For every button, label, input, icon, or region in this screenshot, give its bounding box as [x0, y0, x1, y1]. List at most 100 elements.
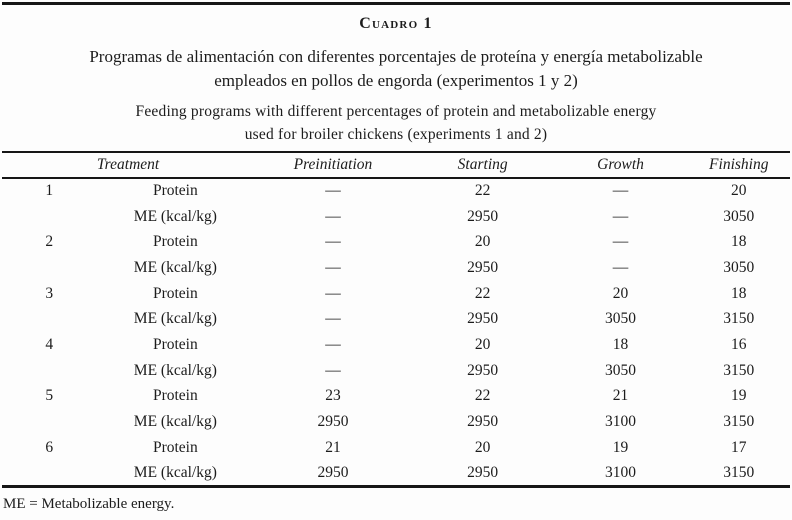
cell-finishing: 20 [731, 182, 747, 200]
cell-starting: 20 [474, 335, 491, 353]
cell-growth: 18 [612, 335, 629, 353]
table-row: 6 Protein 21 20 19 17 [2, 435, 790, 461]
cell-finishing: 18 [731, 233, 747, 251]
cell-preinitiation: — [325, 335, 341, 353]
cell-starting: 22 [474, 387, 491, 405]
cell-preinitiation: 2950 [317, 463, 349, 481]
cell-growth: 21 [612, 387, 629, 405]
table-row: ME (kcal/kg) — 2950 3050 3150 [2, 358, 790, 384]
cell-parameter-label: Protein [152, 233, 198, 251]
cell-starting: 2950 [467, 413, 499, 431]
cell-finishing: 3050 [723, 207, 755, 225]
cell-growth: — [612, 233, 629, 251]
cell-finishing: 19 [731, 387, 747, 405]
cell-parameter-label: Protein [152, 335, 198, 353]
cell-preinitiation: — [325, 182, 341, 200]
table-row: 3 Protein — 22 20 18 [2, 281, 790, 307]
column-header-finishing: Finishing [709, 156, 769, 173]
header-row: Treatment Preinitiation Starting Growth … [2, 152, 790, 178]
cell-treatment-number: 4 [45, 335, 54, 353]
cell-parameter-label: Protein [152, 387, 198, 405]
cell-finishing: 3150 [723, 310, 755, 328]
cell-finishing: 3150 [723, 413, 755, 431]
cell-growth: 19 [612, 438, 629, 456]
cell-starting: 2950 [467, 361, 499, 379]
cell-preinitiation: 2950 [317, 413, 349, 431]
cell-preinitiation: — [325, 284, 341, 302]
cell-starting: 2950 [467, 258, 499, 276]
title-english: Feeding programs with different percenta… [2, 100, 790, 146]
cell-preinitiation: 21 [325, 438, 341, 456]
cell-parameter-label: Protein [152, 438, 198, 456]
page-top-rule [2, 2, 790, 5]
cell-growth: 3100 [605, 463, 637, 481]
cell-parameter-label: ME (kcal/kg) [133, 258, 217, 276]
table-caption-label: Cuadro 1 [359, 15, 433, 32]
cell-preinitiation: — [325, 207, 341, 225]
cell-starting: 2950 [467, 310, 499, 328]
table-row: ME (kcal/kg) — 2950 — 3050 [2, 255, 790, 281]
table-row: 4 Protein — 20 18 16 [2, 332, 790, 358]
table-row: 5 Protein 23 22 21 19 [2, 384, 790, 410]
cell-parameter-label: Protein [152, 182, 198, 200]
column-header-starting: Starting [457, 156, 508, 173]
footnote: ME = Metabolizable energy. [3, 495, 175, 512]
column-header-growth: Growth [597, 156, 644, 173]
feeding-programs-table: Treatment Preinitiation Starting Growth … [2, 151, 790, 488]
cell-finishing: 17 [731, 438, 747, 456]
cell-treatment-number [2, 461, 97, 487]
cell-preinitiation: — [325, 233, 341, 251]
table-row: ME (kcal/kg) 2950 2950 3100 3150 [2, 461, 790, 487]
cell-treatment-number: 2 [45, 233, 54, 251]
cell-preinitiation: 23 [325, 387, 341, 405]
cell-preinitiation: — [325, 361, 341, 379]
cell-treatment-number: 1 [45, 182, 54, 200]
cell-finishing: 18 [731, 284, 747, 302]
cell-finishing: 3050 [723, 258, 755, 276]
cell-treatment-number [2, 306, 97, 332]
title-spanish: Programas de alimentación con diferentes… [2, 45, 790, 93]
cell-parameter-label: Protein [152, 284, 198, 302]
cell-preinitiation: — [325, 258, 341, 276]
table-row: 1 Protein — 22 — 20 [2, 178, 790, 204]
cell-preinitiation: — [325, 310, 341, 328]
cell-starting: 20 [474, 233, 491, 251]
cell-starting: 22 [474, 182, 491, 200]
title-spanish-line2: empleados en pollos de engorda (experime… [214, 71, 578, 90]
cell-parameter-label: ME (kcal/kg) [133, 310, 217, 328]
table-row: 2 Protein — 20 — 18 [2, 229, 790, 255]
table-row: ME (kcal/kg) — 2950 3050 3150 [2, 306, 790, 332]
table-row: ME (kcal/kg) — 2950 — 3050 [2, 204, 790, 230]
cell-treatment-number: 3 [45, 284, 54, 302]
cell-growth: 3050 [605, 310, 637, 328]
title-spanish-line1: Programas de alimentación con diferentes… [89, 47, 703, 66]
cell-parameter-label: ME (kcal/kg) [133, 361, 217, 379]
cell-growth: — [612, 182, 629, 200]
cell-growth: — [612, 258, 629, 276]
cell-finishing: 3150 [723, 361, 755, 379]
cell-treatment-number: 6 [45, 438, 54, 456]
title-english-line2: used for broiler chickens (experiments 1… [244, 126, 548, 143]
cell-treatment-number [2, 255, 97, 281]
cell-treatment-number [2, 204, 97, 230]
cell-starting: 22 [474, 284, 491, 302]
cell-growth: 3050 [605, 361, 637, 379]
cell-treatment-number: 5 [45, 387, 54, 405]
column-header-preinitiation: Preinitiation [293, 156, 373, 173]
cell-parameter-label: ME (kcal/kg) [133, 463, 217, 481]
cell-finishing: 3150 [723, 463, 755, 481]
cell-starting: 2950 [467, 463, 499, 481]
column-header-treatment: Treatment [96, 156, 160, 173]
cell-starting: 2950 [467, 207, 499, 225]
cell-parameter-label: ME (kcal/kg) [133, 207, 217, 225]
cell-parameter-label: ME (kcal/kg) [133, 413, 217, 431]
cell-finishing: 16 [731, 335, 747, 353]
cell-growth: 20 [612, 284, 629, 302]
table-row: ME (kcal/kg) 2950 2950 3100 3150 [2, 409, 790, 435]
title-english-line1: Feeding programs with different percenta… [135, 103, 657, 120]
cell-growth: 3100 [605, 413, 637, 431]
cell-starting: 20 [474, 438, 491, 456]
cell-treatment-number [2, 409, 97, 435]
cell-growth: — [612, 207, 629, 225]
